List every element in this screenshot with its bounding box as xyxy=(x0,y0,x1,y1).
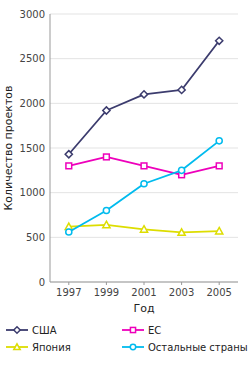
grid-line xyxy=(50,58,238,59)
legend-marker xyxy=(14,344,20,350)
series-marker xyxy=(66,229,72,235)
series-marker xyxy=(65,151,72,158)
x-tick-label: 2003 xyxy=(169,287,194,298)
series-marker xyxy=(103,207,109,213)
series-marker xyxy=(140,91,147,98)
legend-label: Остальные страны xyxy=(148,342,248,353)
series-line xyxy=(69,41,219,154)
series-marker xyxy=(104,154,110,160)
y-tick-label: 500 xyxy=(26,232,45,243)
grid-line xyxy=(50,14,238,15)
series-marker xyxy=(103,107,110,114)
x-axis-label: Год xyxy=(133,302,154,315)
series-marker xyxy=(178,86,185,93)
grid-line xyxy=(50,192,238,193)
x-tick xyxy=(144,282,145,285)
legend-label: США xyxy=(32,325,57,336)
series-marker xyxy=(178,229,185,235)
series-marker xyxy=(216,163,222,169)
plot-area xyxy=(65,37,223,235)
y-tick-label: 1500 xyxy=(20,143,45,154)
x-tick-label: 1997 xyxy=(56,287,81,298)
y-tick-label: 1000 xyxy=(20,187,45,198)
series-marker xyxy=(179,167,185,173)
chart-container: 0 500 1000 1500 2000 2500 3000 1997 1999 2001 2003… xyxy=(0,0,250,366)
legend-marker xyxy=(14,327,20,333)
series-marker xyxy=(141,181,147,187)
series-marker xyxy=(141,163,147,169)
series-marker xyxy=(140,226,147,232)
grid-line xyxy=(50,103,238,104)
y-axis-label: Количество проектов xyxy=(2,85,15,210)
legend: США ЕС Япония Остальные страны xyxy=(6,325,248,353)
chart: 0 500 1000 1500 2000 2500 3000 1997 1999 2001 2003… xyxy=(0,0,250,366)
y-tick-label: 2000 xyxy=(20,98,45,109)
y-tick-label: 2500 xyxy=(20,53,45,64)
y-axis-line xyxy=(50,14,51,282)
x-tick xyxy=(219,282,220,285)
grid-line xyxy=(50,237,238,238)
series-marker xyxy=(66,163,72,169)
x-tick-label: 1999 xyxy=(94,287,119,298)
x-tick xyxy=(181,282,182,285)
series-marker xyxy=(216,138,222,144)
series-marker xyxy=(216,227,223,233)
x-tick-label: 2005 xyxy=(206,287,231,298)
y-tick-label: 3000 xyxy=(20,9,45,20)
legend-marker xyxy=(130,327,135,332)
series-line xyxy=(69,225,219,233)
y-tick-label: 0 xyxy=(39,277,45,288)
legend-marker xyxy=(130,344,135,349)
x-tick-label: 2001 xyxy=(131,287,156,298)
series-line xyxy=(69,141,219,232)
series-marker xyxy=(103,221,110,227)
legend-label: Япония xyxy=(32,342,71,353)
series-marker xyxy=(216,37,223,44)
x-tick xyxy=(68,282,69,285)
x-tick xyxy=(106,282,107,285)
legend-label: ЕС xyxy=(148,325,161,336)
